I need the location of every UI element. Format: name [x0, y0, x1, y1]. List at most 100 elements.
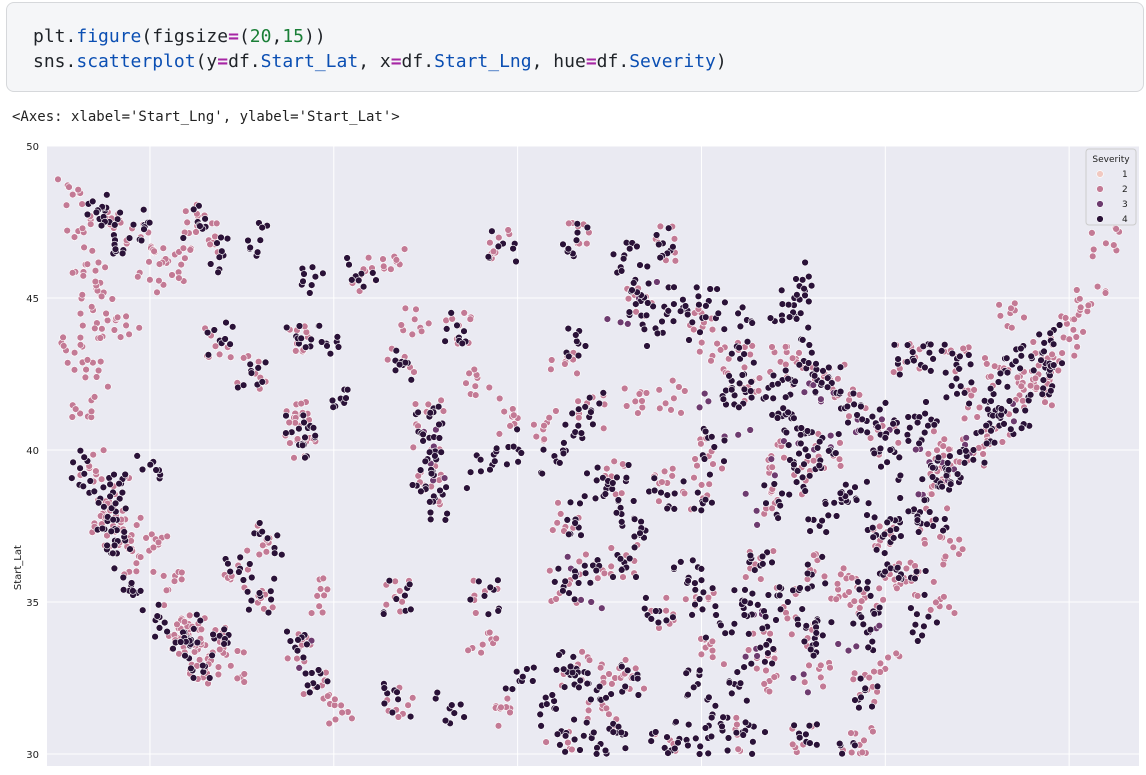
scatter-point [462, 379, 470, 387]
scatter-point [996, 312, 1005, 320]
scatter-point [800, 637, 809, 646]
scatter-point [177, 260, 185, 269]
scatter-point [220, 640, 228, 648]
scatter-point [962, 447, 970, 455]
scatter-point [720, 325, 728, 333]
scatter-point [503, 460, 511, 468]
scatter-point [299, 411, 307, 420]
scatter-point [922, 398, 930, 406]
scatter-point [868, 702, 876, 711]
scatter-point [752, 507, 761, 515]
scatter-point [292, 347, 300, 355]
scatter-point [832, 449, 840, 457]
code-cell[interactable]: plt.figure(figsize=(20,15)) sns.scatterp… [6, 2, 1144, 92]
scatter-point [506, 708, 514, 717]
scatter-point [253, 248, 262, 256]
scatter-point [447, 309, 455, 317]
scatter-point [204, 351, 213, 359]
scatter-point [80, 453, 88, 461]
scatter-point [866, 434, 875, 442]
scatter-point [806, 645, 815, 654]
scatter-point [610, 457, 618, 465]
scatter-point [838, 749, 846, 758]
scatter-point [154, 538, 163, 547]
scatter-point [748, 589, 757, 598]
scatter-point [697, 565, 706, 573]
scatter-point [220, 625, 228, 634]
scatter-point [784, 301, 793, 309]
scatter-point [587, 598, 595, 606]
scatter-point [849, 389, 858, 398]
scatter-point [857, 426, 865, 435]
scatter-point [857, 402, 865, 411]
scatter-point [790, 414, 798, 422]
scatter-point [396, 587, 404, 595]
scatter-point [348, 276, 356, 284]
scatter-point [187, 664, 195, 673]
scatter-point [181, 651, 189, 660]
scatter-point [663, 504, 671, 513]
scatter-point [800, 285, 808, 293]
scatter-point [720, 436, 729, 445]
scatter-point [863, 478, 871, 486]
scatter-point [1054, 366, 1063, 375]
scatter-point [661, 399, 670, 407]
scatter-point [570, 735, 579, 744]
scatter-point [760, 680, 768, 688]
scatter-point [870, 667, 878, 676]
scatter-point [863, 511, 871, 519]
scatter-point [689, 683, 698, 691]
scatter-point [746, 551, 755, 560]
scatter-point [307, 609, 316, 617]
scatter-point [732, 714, 740, 722]
scatter-point [458, 339, 466, 348]
scatter-point [226, 340, 234, 348]
code-token: Severity [629, 51, 716, 72]
scatter-point [718, 722, 726, 731]
code-token: . [249, 51, 261, 72]
scatter-point [585, 656, 594, 664]
code-token: sns [33, 51, 66, 72]
scatter-point [609, 573, 617, 581]
scatter-point [1031, 374, 1040, 383]
scatter-point [602, 694, 610, 702]
scatter-point [432, 694, 440, 703]
scatter-point [471, 382, 479, 390]
scatter-point [619, 254, 628, 263]
scatter-point [81, 373, 90, 382]
scatter-point [773, 414, 782, 422]
scatter-point [803, 427, 812, 435]
scatter-point [697, 650, 706, 658]
scatter-point [303, 681, 312, 689]
scatter-point [740, 597, 749, 605]
scatter-point [545, 414, 553, 422]
scatter-point [813, 741, 821, 749]
scatter-point [677, 558, 685, 566]
scatter-point [934, 453, 943, 462]
scatter-point [1017, 344, 1025, 353]
scatter-point [697, 338, 706, 347]
scatter-point [290, 454, 298, 462]
scatter-point [79, 482, 88, 490]
scatter-point [865, 673, 873, 682]
scatter-point [850, 400, 858, 409]
scatter-point [560, 439, 568, 447]
scatter-point [872, 546, 881, 554]
scatter-point [735, 403, 743, 411]
scatter-point [577, 596, 585, 604]
scatter-point [766, 314, 775, 322]
scatter-point [946, 537, 954, 545]
scatter-point [904, 437, 913, 445]
scatter-point [111, 499, 120, 508]
scatter-point [631, 664, 640, 673]
scatter-point [970, 386, 978, 394]
scatter-point [897, 532, 905, 540]
scatter-point [713, 339, 721, 348]
scatter-point [640, 604, 649, 613]
scatter-point [82, 365, 90, 374]
scatter-point [1076, 295, 1084, 303]
scatter-point [662, 616, 671, 625]
scatter-point [394, 695, 402, 703]
scatter-point [793, 291, 801, 299]
scatter-point [179, 234, 188, 242]
